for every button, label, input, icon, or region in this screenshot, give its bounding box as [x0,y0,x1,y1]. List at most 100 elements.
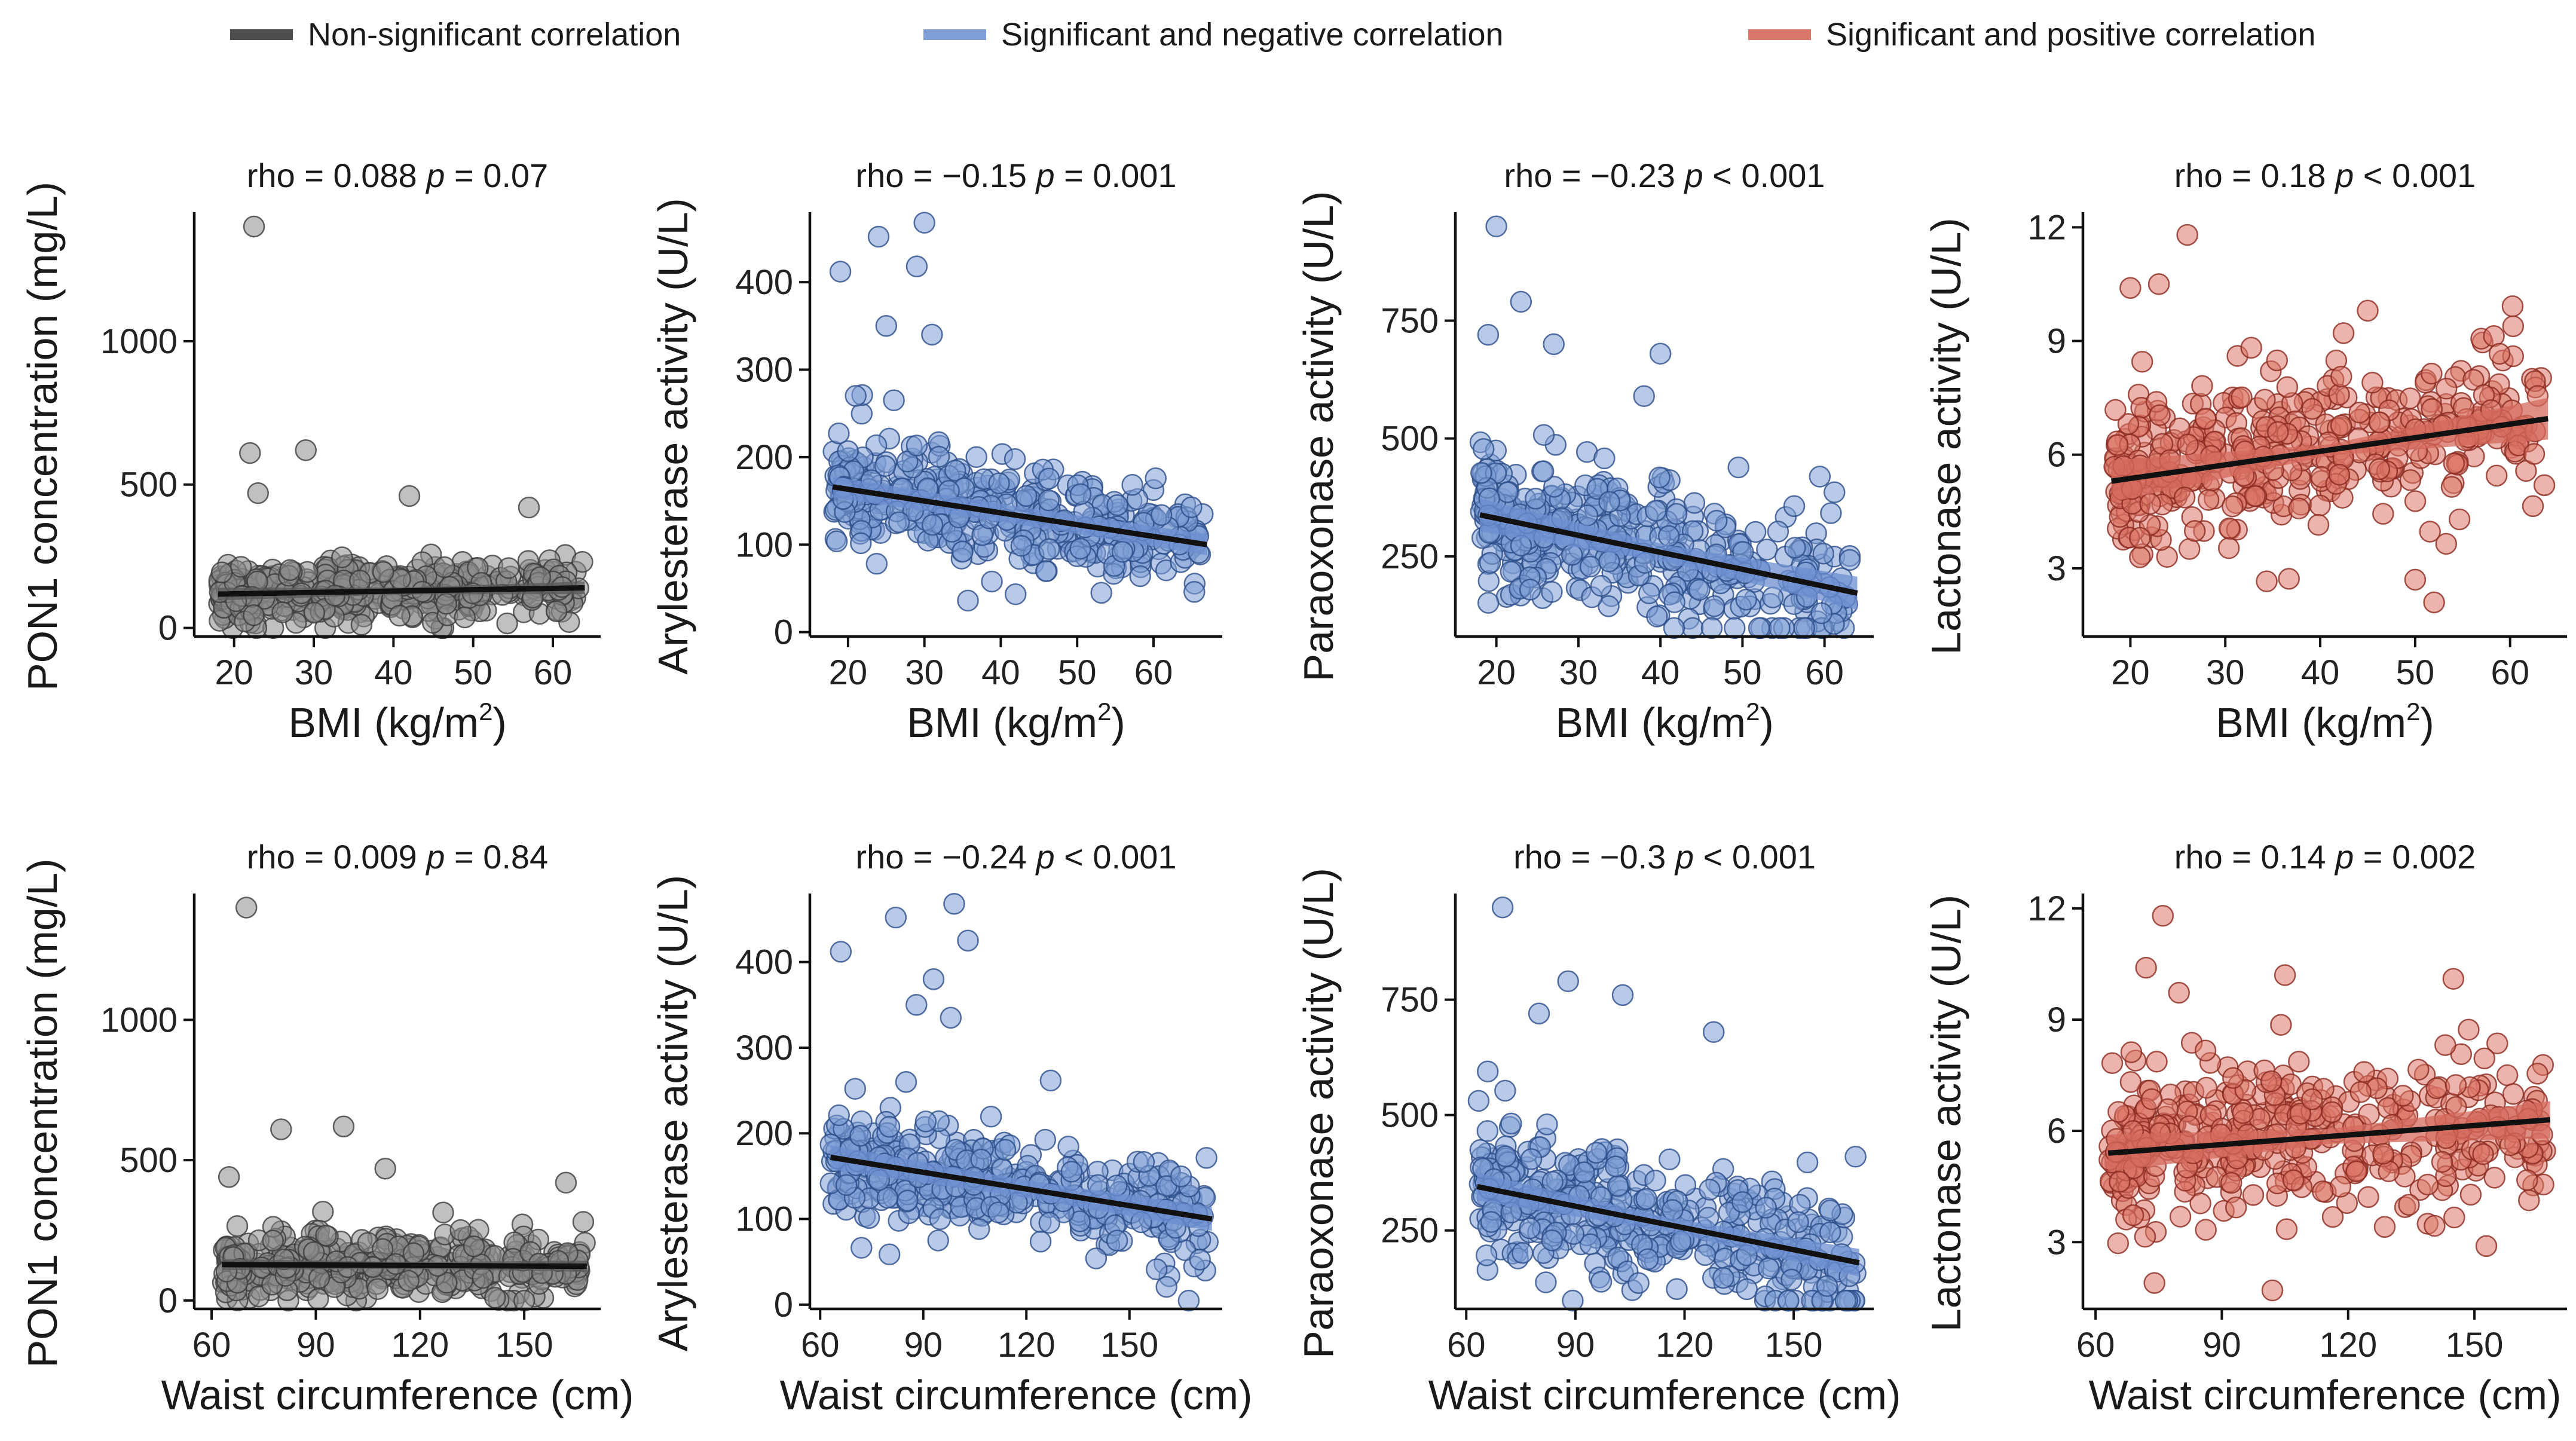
data-point [2459,1183,2482,1206]
data-point [1590,1271,1613,1293]
data-point [829,261,852,283]
data-point [302,1241,325,1263]
x-tick-label: 150 [495,1326,553,1364]
data-point [1705,509,1728,532]
data-point [2119,1071,2142,1093]
data-point [295,439,317,461]
x-axis-label: Waist circumference (cm) [2089,1372,2562,1418]
data-point [2398,1194,2420,1216]
data-point [927,1229,949,1252]
y-tick-label: 9 [2047,322,2066,361]
data-point [1494,1079,1516,1102]
data-point [878,1243,901,1265]
data-point [2332,322,2355,344]
data-point [1494,1145,1517,1167]
data-point [1812,542,1835,565]
scatter-panel: rho = 0.14 p = 0.002 60 90 120 150 3 6 9 12 Waist… [1923,838,2567,1418]
data-point [2267,421,2289,443]
data-point [2348,402,2371,424]
data-point [1585,1142,1608,1164]
data-point [1038,1211,1061,1234]
data-point [2147,273,2170,295]
data-point [1683,492,1706,514]
x-tick-label: 40 [981,653,1020,692]
x-tick-label: 50 [1723,653,1762,692]
data-point [2501,295,2524,317]
data-point [2434,1034,2456,1056]
data-point [2197,489,2220,511]
x-tick-label: 20 [215,653,253,692]
data-point [2518,1189,2540,1211]
data-point [1665,503,1688,525]
data-point [2244,485,2266,507]
data-point [226,1215,249,1237]
data-point [2533,474,2556,497]
data-point [1724,617,1746,640]
data-point [1646,605,1668,628]
data-point [2120,1041,2143,1063]
panel-title: rho = −0.3 p < 0.001 [1513,838,1816,876]
data-point [2217,537,2240,559]
data-point [913,212,935,234]
data-point [1035,560,1057,582]
data-point [2195,1076,2217,1099]
data-point [1816,1275,1838,1297]
data-point [1170,1165,1192,1188]
data-point [2101,1052,2124,1074]
data-point [980,1105,1002,1128]
data-point [2254,388,2276,411]
x-tick-label: 120 [391,1326,449,1364]
data-point [279,559,301,582]
data-point [1755,1197,1777,1219]
data-point [2194,1039,2217,1062]
x-tick-label: 20 [2111,653,2150,692]
data-point [2129,527,2151,549]
data-point [2445,1074,2467,1096]
data-point [243,215,265,238]
panel-title: rho = 0.088 p = 0.07 [247,157,548,194]
data-point [2419,521,2441,543]
y-axis-label: Arylesterase activity (U/L) [650,875,696,1351]
data-point [1761,586,1784,608]
data-point [2173,487,2196,509]
y-tick-label: 750 [1381,301,1439,340]
data-point [2109,1170,2131,1193]
data-point [1195,1147,1217,1169]
data-point [2256,570,2278,592]
data-point [1604,1155,1627,1177]
data-point [2288,497,2310,519]
data-point [835,1174,858,1196]
data-point [2270,1014,2292,1036]
data-point [1648,466,1671,489]
data-point [828,422,850,445]
data-point [1727,456,1749,479]
data-point [497,557,520,579]
data-point [1004,583,1027,605]
data-point [210,561,233,584]
data-point [1145,1258,1168,1281]
data-point [2349,1081,2372,1103]
data-point [2134,1225,2156,1248]
x-tick-label: 20 [829,653,868,692]
data-point [303,601,325,624]
data-point [2416,1173,2439,1196]
data-point [2222,495,2244,518]
data-point [878,1116,901,1138]
data-point [2475,1235,2498,1258]
data-point [928,445,950,468]
y-tick-label: 6 [2047,436,2066,475]
data-point [2282,1169,2305,1191]
x-tick-label: 120 [1656,1326,1714,1364]
data-point [2462,369,2485,391]
data-point [2330,414,2352,437]
data-point [1479,552,1501,574]
data-point [957,589,979,612]
data-point [1744,521,1767,543]
scatter-panel: rho = −0.15 p = 0.001 20 30 40 50 60 0 100 200 30… [650,157,1222,746]
data-point [940,1006,962,1029]
data-point [2361,371,2384,394]
data-point [1121,474,1143,496]
data-point [830,941,852,963]
data-point [1536,1113,1558,1136]
data-point [331,546,353,568]
